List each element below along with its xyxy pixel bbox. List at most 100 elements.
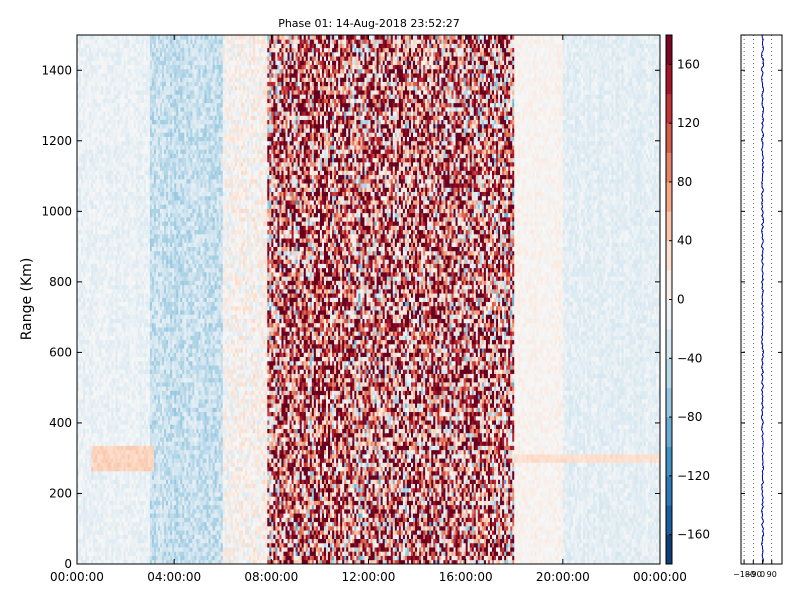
heatmap-cell [89,487,92,493]
heatmap-cell [85,166,88,171]
heatmap-cell [77,390,80,396]
heatmap-cell [95,187,98,192]
heatmap-cell [113,360,116,366]
heatmap-cell [103,420,106,425]
heatmap-cell [113,487,116,493]
heatmap-cell [99,424,102,429]
heatmap-cell [111,161,114,167]
heatmap-cell [83,64,86,70]
heatmap-cell [83,293,86,298]
heatmap-cell [107,437,110,442]
heatmap-cell [117,35,120,40]
heatmap-cell [97,149,100,154]
heatmap-cell [111,271,114,277]
heatmap-cell [113,60,116,66]
heatmap-cell [87,301,90,307]
heatmap-cell [79,259,82,264]
heatmap-cell [119,352,122,358]
heatmap-cell [85,94,88,99]
heatmap-cell [111,170,114,176]
heatmap-cell [77,149,80,154]
heatmap-cell [95,288,98,294]
heatmap-cell [89,547,92,552]
heatmap-cell [91,267,94,273]
heatmap-cell [87,208,90,214]
heatmap-cell [99,377,102,383]
heatmap-cell [83,238,86,243]
heatmap-cell [103,85,106,91]
heatmap-cell [101,551,104,556]
heatmap-cell [113,470,116,476]
heatmap-cell [77,140,80,146]
heatmap-cell [101,504,104,510]
heatmap-cell [111,153,114,159]
heatmap-cell [83,85,86,91]
heatmap-cell [103,449,106,455]
heatmap-cell [101,517,104,523]
heatmap-cell [111,377,114,383]
heatmap-cell [99,225,102,231]
heatmap-cell [119,517,122,523]
heatmap-cell [109,145,112,150]
heatmap-cell [99,73,102,78]
heatmap-cell [105,85,108,91]
heatmap-cell [89,394,92,400]
heatmap-cell [113,64,116,70]
heatmap-cell [109,60,112,66]
heatmap-cell [95,161,98,167]
heatmap-cell [99,212,102,218]
heatmap-cell [93,166,96,171]
heatmap-cell [87,191,90,197]
heatmap-cell [113,310,116,315]
heatmap-cell [101,246,104,252]
heatmap-cell [81,35,84,40]
heatmap-cell [101,538,104,544]
heatmap-cell [103,77,106,82]
heatmap-cell [91,183,94,188]
heatmap-cell [93,487,96,493]
heatmap-cell [83,255,86,260]
heatmap-cell [107,441,110,446]
heatmap-cell [117,449,120,455]
heatmap-cell [109,458,112,463]
heatmap-cell [99,250,102,256]
heatmap-cell [103,242,106,247]
heatmap-cell [79,242,82,247]
heatmap-cell [113,382,116,387]
heatmap-cell [89,462,92,468]
heatmap-cell [83,136,86,142]
heatmap-cell [91,538,94,544]
heatmap-cell [115,513,118,518]
heatmap-cell [107,360,110,366]
heatmap-cell [93,411,96,417]
heatmap-cell [109,271,112,277]
heatmap-cell [119,60,122,66]
heatmap-cell [117,174,120,180]
heatmap-cell [113,314,116,319]
heatmap-cell [81,373,84,379]
heatmap-cell [121,555,124,561]
heatmap-cell [79,60,82,66]
heatmap-cell [93,284,96,290]
heatmap-cell [107,271,110,277]
heatmap-cell [95,246,98,252]
heatmap-cell [123,547,126,552]
heatmap-cell [107,301,110,307]
heatmap-cell [115,407,118,413]
heatmap-cell [113,161,116,167]
heatmap-cell [77,221,80,226]
heatmap-cell [95,297,98,303]
heatmap-cell [91,204,94,209]
heatmap-cell [95,123,98,129]
heatmap-cell [111,483,114,489]
heatmap-cell [119,280,122,286]
heatmap-cell [85,331,88,336]
heatmap-cell [111,365,114,370]
heatmap-cell [107,221,110,226]
heatmap-cell [77,398,80,404]
heatmap-cell [115,68,118,74]
heatmap-cell [85,403,88,408]
heatmap-cell [119,382,122,387]
heatmap-cell [89,551,92,556]
heatmap-cell [93,356,96,362]
